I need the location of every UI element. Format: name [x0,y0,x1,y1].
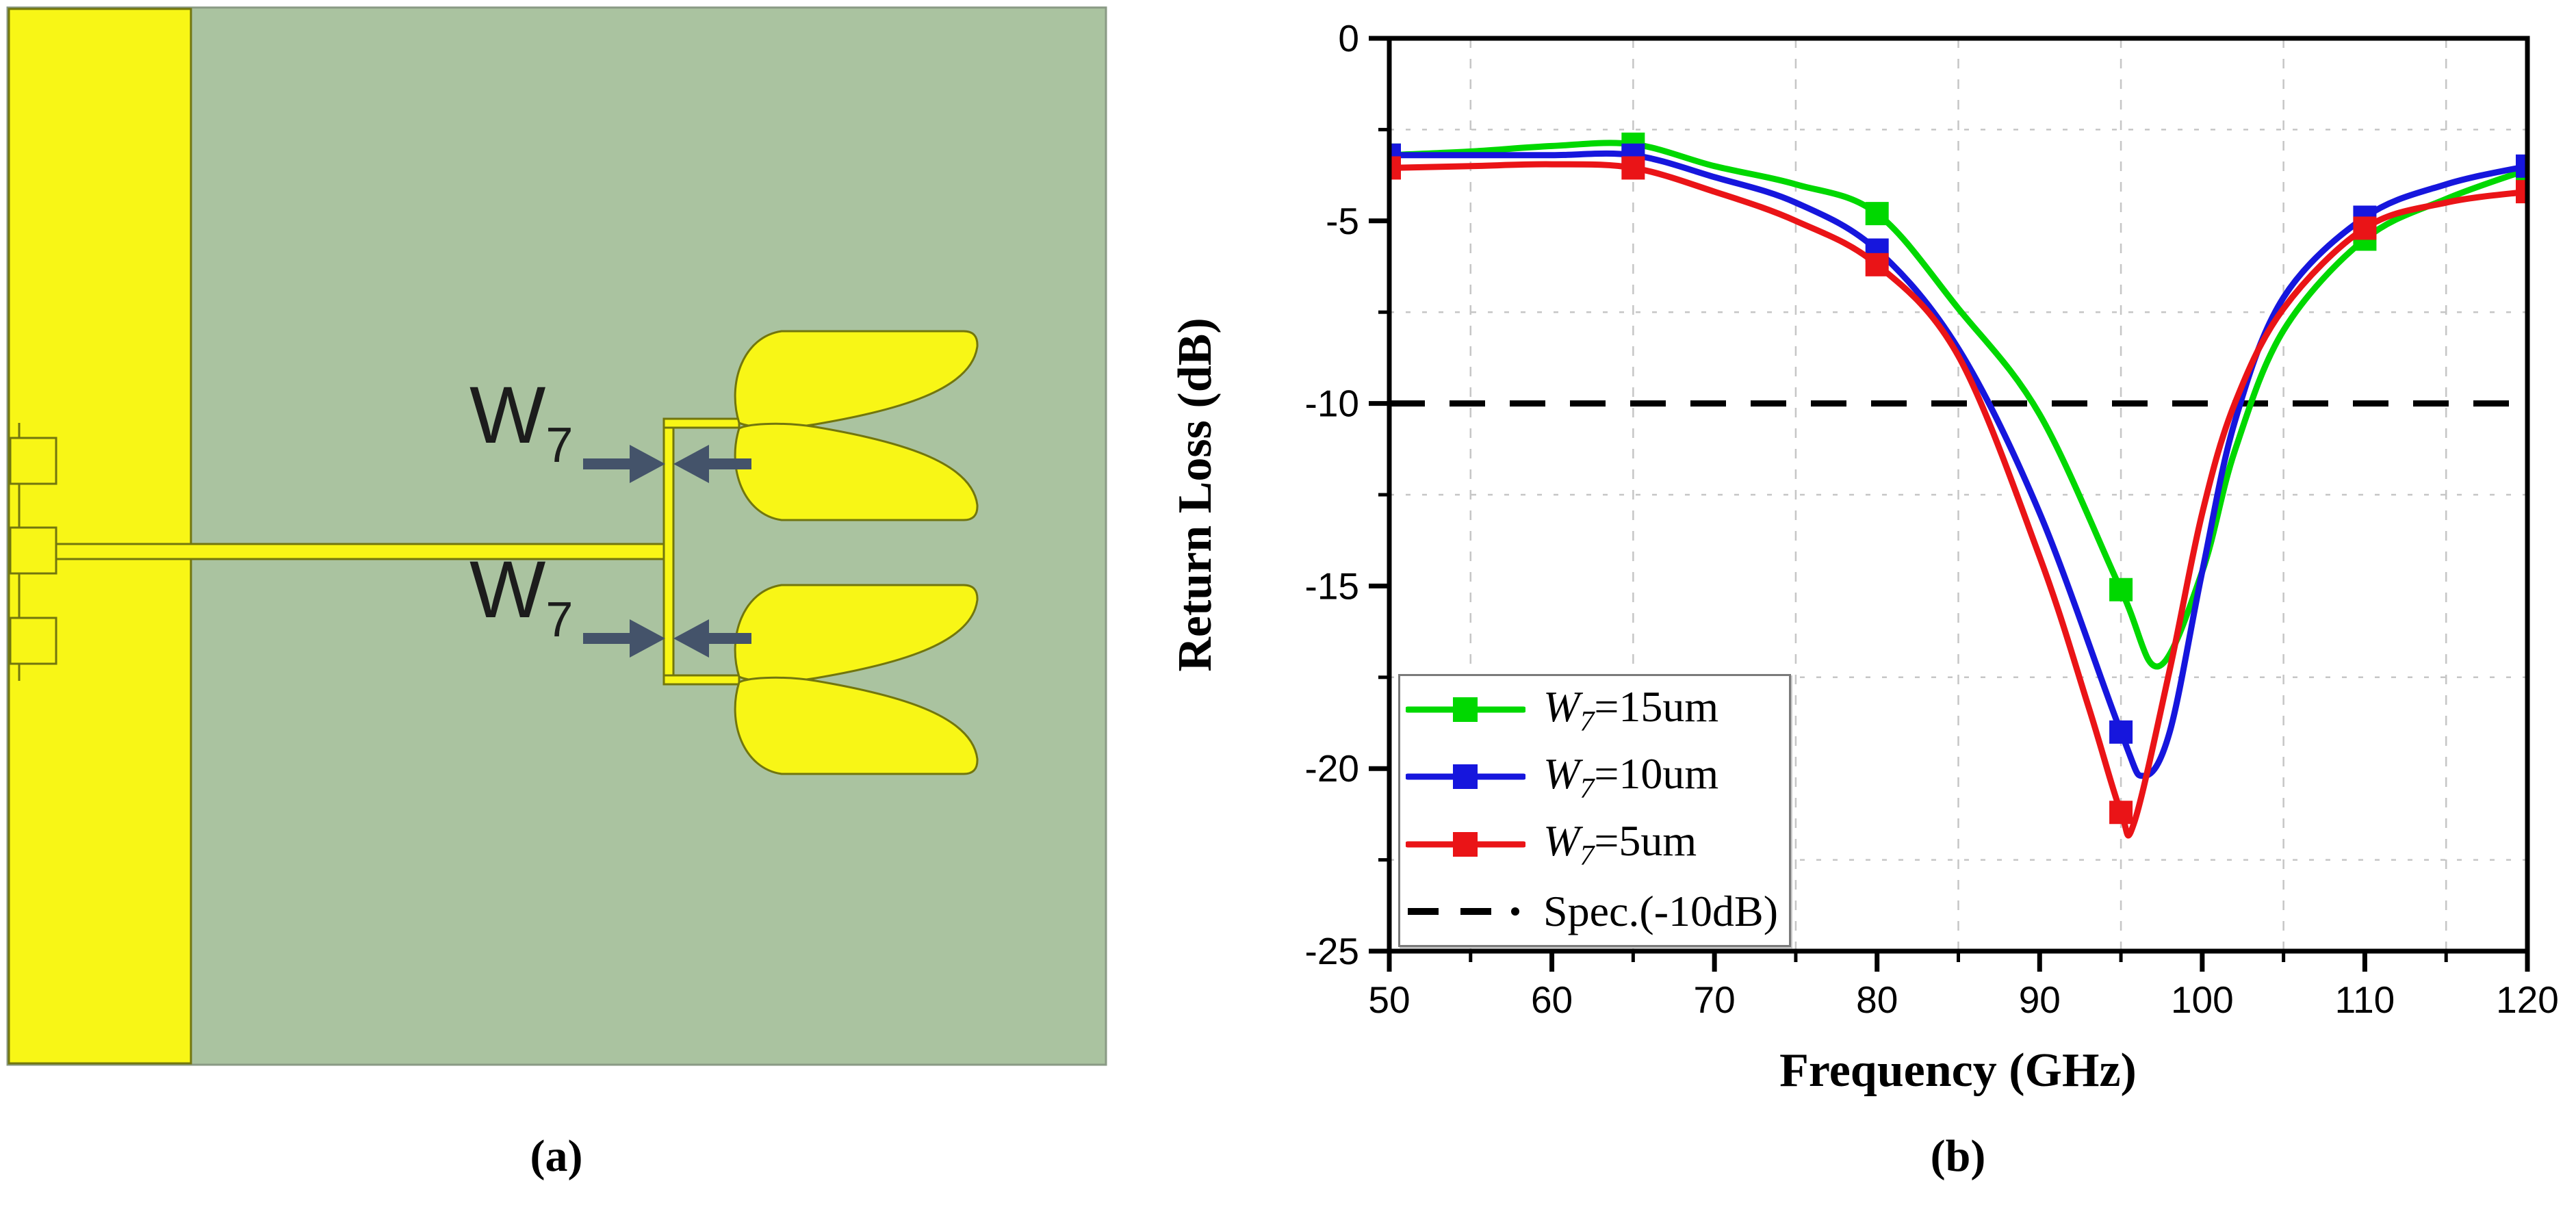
arrow-right-upper [583,445,665,483]
antenna-layout-diagram [6,6,1107,1066]
y-axis-title: Return Loss (dB) [1169,318,1222,672]
chart-legend: W7=15um W7=10um W7=5um Spec.(-10dB) [1398,674,1791,947]
axis-ticks [1369,36,2530,972]
series-marker [2516,180,2527,204]
x-tick-label: 110 [2335,979,2395,1021]
caption-a: (a) [530,1131,583,1181]
data-curves [1389,132,2527,839]
upper-base-bar [662,417,740,429]
series-marker [2109,801,2133,825]
probe-pads [9,437,57,665]
legend-marker [1453,697,1478,723]
legend-dot [1511,907,1519,916]
legend-entry-label: Spec.(-10dB) [1543,886,1779,935]
legend-entry: W7=5um [1400,811,1789,878]
petal-lower-bottom [734,676,979,775]
series-marker [2516,154,2527,178]
w7-dimension-label-upper: W7 [469,370,574,473]
legend-marker [1453,831,1478,857]
y-tick-label: -10 [1305,383,1360,425]
legend-entry-label: W7=10um [1543,749,1719,805]
axis-tick-labels: 50 60 70 80 90 100 110 120 0 -5 -10 -15 -20 -25 [1305,17,2559,1021]
legend-entry: W7=10um [1400,743,1789,810]
series-curve [1389,161,2527,839]
arrow-left-lower [673,619,751,658]
feed-line [55,543,675,560]
y-tick-label: -25 [1305,930,1360,972]
y-tick-label: -5 [1326,200,1359,242]
series-marker [1865,202,1889,226]
legend-entry: W7=15um [1400,676,1789,743]
legend-entry-spec: Spec.(-10dB) [1400,878,1789,945]
lower-base-bar [662,674,740,686]
series-marker [2109,720,2133,744]
x-tick-label: 60 [1531,979,1573,1021]
w7-stub [662,417,675,686]
x-tick-label: 70 [1694,979,1736,1021]
legend-dash-dot-swatch [1408,907,1519,916]
series-marker [2353,216,2377,240]
series-marker [2109,578,2133,601]
legend-line-marker-swatch [1406,764,1525,790]
probe-pad [9,526,57,575]
probe-pad [9,617,57,665]
x-axis-title: Frequency (GHz) [1779,1044,2137,1097]
x-tick-label: 120 [2496,979,2559,1021]
w7-dimension-label-lower: W7 [469,545,574,647]
x-tick-label: 50 [1368,979,1410,1021]
x-tick-label: 90 [2019,979,2061,1021]
return-loss-chart: 50 60 70 80 90 100 110 120 0 -5 -10 -15 -20 -25 [1305,17,2559,1021]
series-marker [1621,156,1645,180]
x-tick-label: 80 [1856,979,1898,1021]
legend-entry-label: W7=15um [1543,682,1719,738]
y-tick-label: 0 [1338,17,1359,60]
arrow-right-lower [583,619,665,658]
y-tick-label: -15 [1305,565,1360,607]
series-curve [1389,150,2527,779]
legend-entry-label: W7=5um [1543,816,1697,872]
w7-dimension-arrows [583,445,751,658]
x-tick-label: 100 [2171,979,2234,1021]
legend-marker [1453,764,1478,790]
petal-upper-bottom [734,422,979,521]
arrow-left-upper [673,445,751,483]
series-marker [1865,252,1889,276]
caption-b: (b) [1930,1131,1986,1181]
y-tick-label: -20 [1305,747,1360,790]
legend-line-marker-swatch [1406,831,1525,857]
legend-line-marker-swatch [1406,697,1525,723]
series-marker [1389,156,1401,180]
probe-pad [9,437,57,485]
